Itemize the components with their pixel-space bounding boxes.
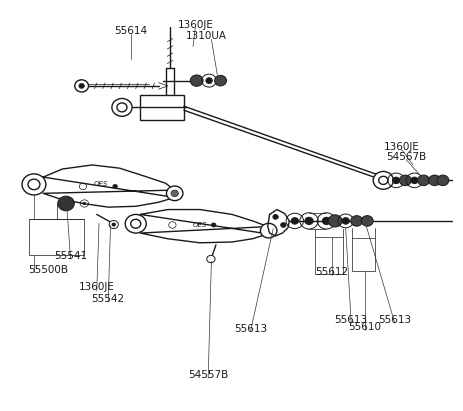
Circle shape: [190, 75, 203, 86]
Circle shape: [211, 223, 215, 227]
Circle shape: [327, 215, 341, 227]
Circle shape: [410, 177, 417, 184]
Circle shape: [372, 171, 393, 189]
Circle shape: [166, 186, 182, 201]
Circle shape: [79, 83, 84, 88]
Text: 54557B: 54557B: [188, 370, 228, 380]
Circle shape: [260, 223, 276, 238]
Text: 55613: 55613: [334, 315, 367, 325]
Circle shape: [417, 175, 429, 186]
Circle shape: [22, 174, 46, 195]
Circle shape: [341, 218, 349, 224]
Circle shape: [125, 215, 146, 233]
Text: 1360JE: 1360JE: [383, 142, 419, 152]
Circle shape: [214, 75, 226, 86]
Text: 55500B: 55500B: [28, 265, 68, 275]
Text: OES: OES: [94, 181, 108, 187]
Circle shape: [428, 175, 440, 186]
Text: 1360JE: 1360JE: [79, 282, 114, 292]
Circle shape: [58, 196, 74, 211]
Circle shape: [206, 78, 212, 83]
Circle shape: [436, 175, 448, 186]
Text: 55614: 55614: [114, 26, 147, 36]
Text: 54567B: 54567B: [385, 152, 425, 162]
Circle shape: [361, 216, 372, 226]
Circle shape: [280, 222, 286, 227]
Text: 55613: 55613: [233, 324, 266, 334]
Circle shape: [113, 185, 117, 189]
Bar: [315, 237, 342, 274]
Text: 1360JE: 1360JE: [177, 20, 213, 30]
Circle shape: [290, 218, 298, 224]
Text: 55542: 55542: [92, 294, 125, 304]
Circle shape: [272, 215, 278, 219]
Text: 55613: 55613: [377, 315, 410, 325]
Circle shape: [75, 80, 88, 92]
Circle shape: [322, 217, 330, 224]
Text: 55610: 55610: [348, 322, 381, 332]
Circle shape: [112, 223, 115, 226]
Circle shape: [304, 217, 313, 224]
Bar: [351, 238, 374, 271]
Circle shape: [109, 220, 118, 229]
Bar: [140, 95, 183, 120]
Circle shape: [399, 175, 410, 186]
Circle shape: [392, 177, 399, 184]
Circle shape: [350, 216, 362, 226]
Circle shape: [206, 255, 214, 263]
Bar: [29, 219, 84, 255]
Text: OES: OES: [192, 222, 206, 228]
Circle shape: [171, 190, 178, 196]
Text: 1310UA: 1310UA: [186, 31, 227, 41]
Circle shape: [83, 202, 86, 205]
Circle shape: [112, 99, 132, 116]
Text: 55612: 55612: [315, 268, 348, 277]
Text: 55541: 55541: [54, 251, 87, 261]
